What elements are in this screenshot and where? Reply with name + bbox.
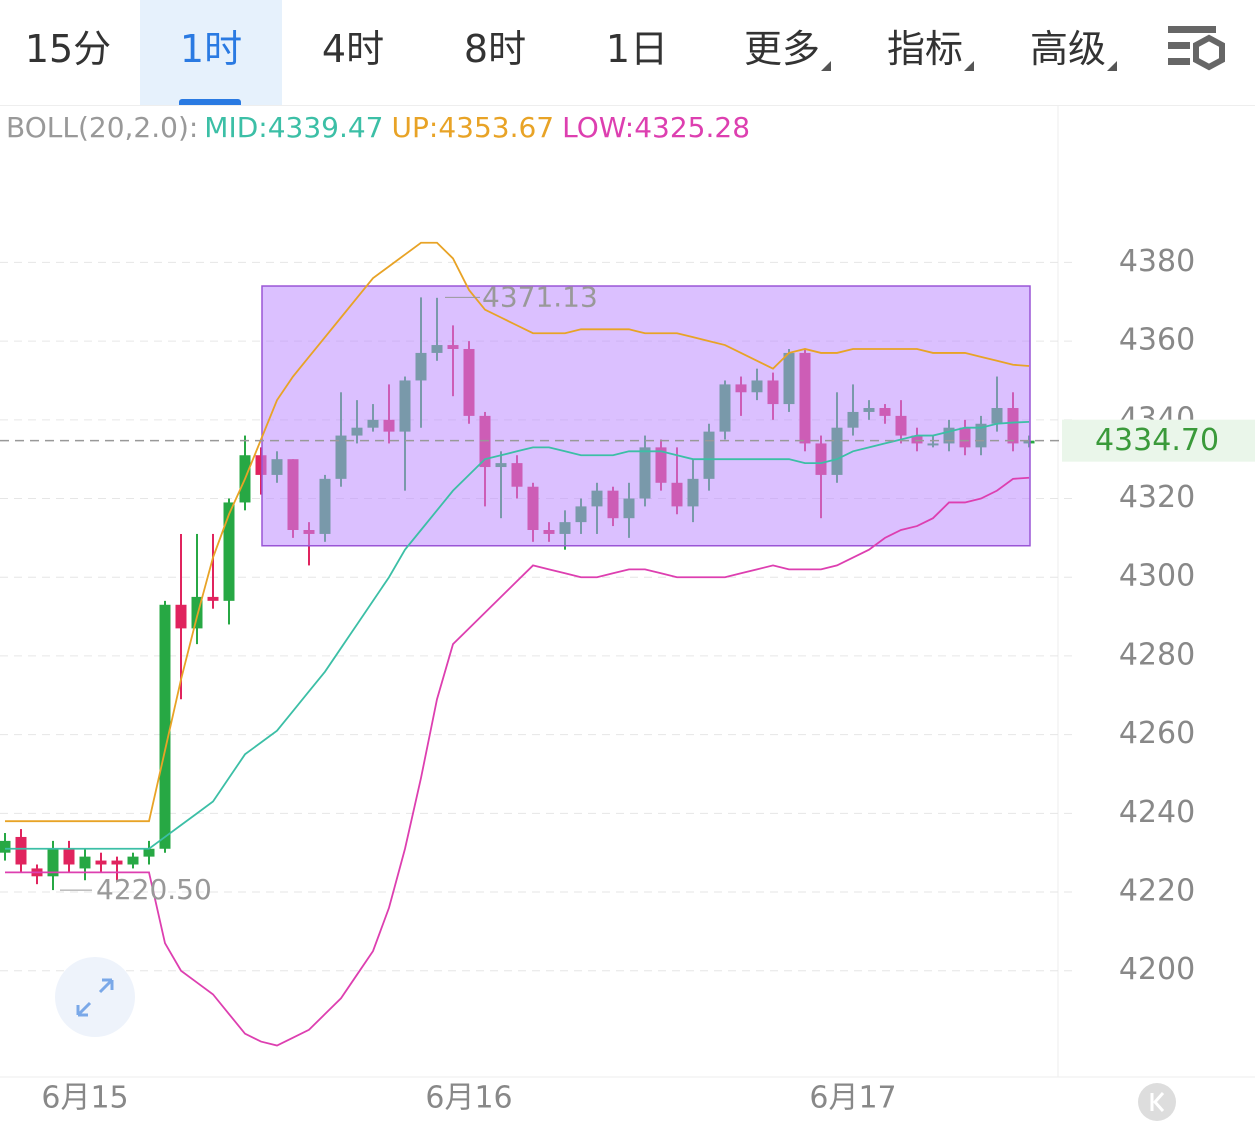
legend-label: BOLL(20,2.0): [6, 111, 198, 144]
tab-label: 更多 [743, 27, 820, 71]
candle-body [95, 860, 107, 865]
tab-label: 指标 [886, 27, 963, 71]
range-box [261, 285, 1031, 547]
tab-label: 1日 [605, 27, 669, 71]
dropdown-arrow [1107, 61, 1117, 71]
annotation-label: 4220.50 [96, 873, 212, 906]
legend-item: UP:4353.67 [392, 111, 555, 144]
y-tick-label: 4220 [1119, 874, 1195, 909]
expand-button[interactable] [55, 957, 135, 1037]
tab-label: 高级 [1029, 27, 1106, 71]
icon-bar [1168, 42, 1190, 49]
legend-item: LOW:4325.28 [562, 111, 750, 144]
annotation-label: 4371.13 [482, 280, 598, 313]
y-tick-label: 4240 [1119, 795, 1195, 830]
tab[interactable]: 8时 [424, 0, 566, 105]
boll-line [5, 421, 1030, 850]
x-tick-label: 6月16 [425, 1081, 512, 1116]
candle-body [159, 604, 171, 849]
dropdown-arrow [821, 61, 831, 71]
tab[interactable]: 1日 [566, 0, 708, 105]
candle-body [79, 856, 91, 869]
candle-body [63, 848, 75, 865]
tab[interactable]: 更多 [711, 0, 853, 105]
y-tick-label: 4280 [1119, 637, 1195, 672]
candle-body [223, 502, 235, 601]
boll-line [5, 476, 1030, 1047]
candle-body [127, 856, 139, 865]
y-tick-label: 4200 [1119, 952, 1195, 987]
icon-hex [1193, 34, 1225, 71]
candle-body [175, 604, 187, 629]
last-price-label: 4334.70 [1095, 423, 1219, 458]
tab-label: 8时 [463, 27, 527, 71]
candle-body [191, 596, 203, 629]
icon-bar [1168, 26, 1216, 33]
candle-body [143, 848, 155, 857]
y-tick-label: 4300 [1119, 559, 1195, 594]
boll-line [5, 241, 1030, 823]
tab[interactable]: 15分 [0, 0, 139, 105]
last-price-tag [1062, 419, 1255, 462]
tab[interactable]: 高级 [997, 0, 1139, 105]
icon-bar [1168, 58, 1190, 65]
candle-body [207, 596, 219, 601]
tab[interactable]: 指标 [854, 0, 996, 105]
x-tick-label: 6月17 [809, 1081, 896, 1116]
tab[interactable]: 4时 [282, 0, 424, 105]
tab-label: 15分 [24, 27, 112, 71]
candle-body [15, 836, 27, 865]
legend-item: MID:4339.47 [204, 111, 383, 144]
expand-icon [76, 978, 114, 1017]
y-tick-label: 4360 [1119, 323, 1195, 358]
candle-body [47, 848, 59, 877]
tab[interactable]: 1时 [140, 0, 282, 105]
boll-legend: BOLL(20,2.0): MID:4339.47 UP:4353.67 LOW:43… [6, 111, 750, 144]
settings-icon[interactable] [1165, 22, 1227, 74]
candle-body [0, 840, 11, 853]
candle-body [255, 455, 267, 475]
tab-bar: 15分 1时 4时 8时 1日 更多 指标 高级 [0, 0, 1255, 106]
collapse-icon [1150, 1092, 1165, 1112]
tab-label: 1时 [179, 27, 243, 71]
candle-body [111, 860, 123, 865]
x-tick-label: 6月15 [41, 1081, 128, 1116]
dropdown-arrow [964, 61, 974, 71]
tab-label: 4时 [321, 27, 385, 71]
y-tick-label: 4380 [1119, 244, 1195, 279]
y-tick-label: 4320 [1119, 480, 1195, 515]
y-tick-label: 4260 [1119, 716, 1195, 751]
